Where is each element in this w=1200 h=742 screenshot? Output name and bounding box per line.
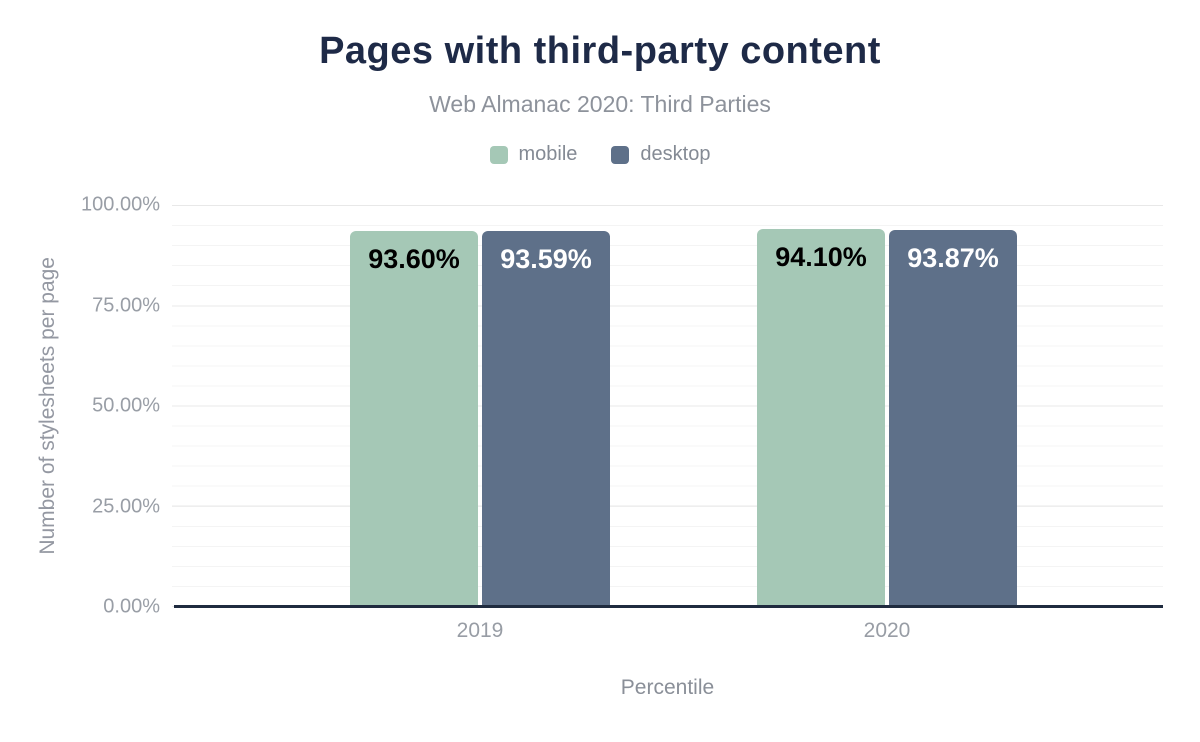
- plot-area: 0.00% 25.00% 50.00% 75.00% 100.00% 93.60% 93…: [81, 194, 1163, 642]
- legend-item-desktop[interactable]: desktop: [611, 143, 710, 166]
- legend-label-mobile: mobile: [518, 143, 578, 165]
- y-axis-ticks: 0.00% 25.00% 50.00% 75.00% 100.00%: [81, 194, 1163, 618]
- desktop-series-swatch-icon: [611, 145, 630, 164]
- y-tick-label: 25.00%: [92, 495, 160, 517]
- y-tick-label: 75.00%: [92, 294, 160, 316]
- x-axis-line: [174, 605, 1163, 608]
- bar-group-2020: 94.10% 93.87% 2020: [757, 205, 1017, 642]
- bar-mobile-2019[interactable]: 93.60%: [350, 230, 478, 607]
- bar-value-label: 94.10%: [775, 241, 867, 272]
- bar-value-label: 93.60%: [368, 243, 460, 274]
- chart-subtitle: Web Almanac 2020: Third Parties: [429, 91, 771, 117]
- chart-title: Pages with third-party content: [319, 30, 881, 72]
- y-tick-label: 100.00%: [81, 193, 160, 216]
- y-tick-label: 50.00%: [92, 394, 160, 417]
- x-tick-2019: 2019: [456, 619, 504, 642]
- bar-desktop-2020[interactable]: 93.87%: [889, 229, 1017, 607]
- bar-desktop-2019[interactable]: 93.59%: [482, 230, 610, 607]
- mobile-series-swatch-icon: [489, 145, 508, 164]
- y-axis-title: Number of stylesheets per page: [30, 205, 66, 607]
- bar-mobile-2020[interactable]: 94.10%: [757, 228, 885, 607]
- x-axis-title: Percentile: [620, 676, 715, 699]
- legend: mobile desktop: [0, 143, 1200, 166]
- legend-label-desktop: desktop: [640, 143, 711, 165]
- bar-value-label: 93.59%: [500, 243, 592, 274]
- y-tick-label: 0.00%: [103, 595, 160, 618]
- x-tick-2020: 2020: [863, 619, 911, 642]
- y-axis-title-text: Number of stylesheets per page: [36, 257, 59, 555]
- bar-value-label: 93.87%: [907, 242, 999, 273]
- bar-group-2019: 93.60% 93.59% 2019: [350, 205, 610, 642]
- legend-item-mobile[interactable]: mobile: [489, 143, 578, 166]
